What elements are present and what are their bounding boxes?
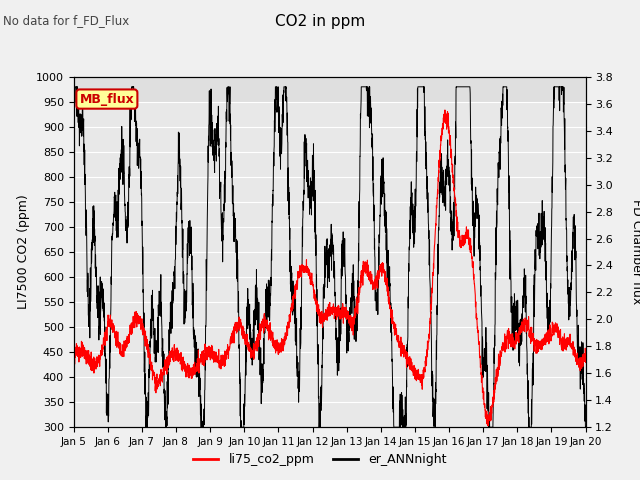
Bar xyxy=(74,77,586,102)
Legend: li75_co2_ppm, er_ANNnight: li75_co2_ppm, er_ANNnight xyxy=(188,448,452,471)
Y-axis label: LI7500 CO2 (ppm): LI7500 CO2 (ppm) xyxy=(17,194,30,310)
Text: MB_flux: MB_flux xyxy=(79,93,134,106)
Y-axis label: FD Chamber flux: FD Chamber flux xyxy=(630,199,640,305)
Text: No data for f_FD_Flux: No data for f_FD_Flux xyxy=(3,14,129,27)
Text: CO2 in ppm: CO2 in ppm xyxy=(275,14,365,29)
